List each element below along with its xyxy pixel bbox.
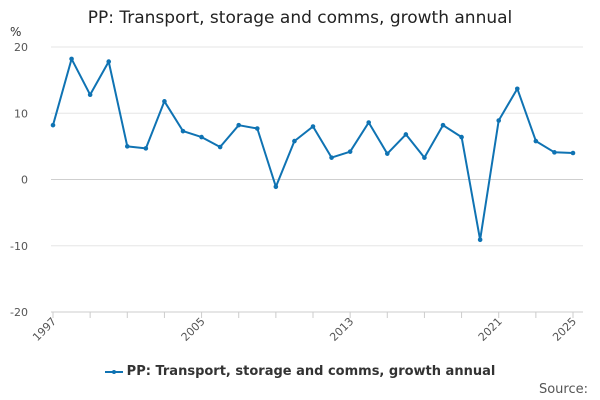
- data-point: [440, 122, 446, 128]
- data-point: [69, 56, 74, 62]
- y-tick-label: -20: [10, 306, 28, 319]
- data-point: [422, 155, 427, 160]
- data-point: [552, 150, 557, 155]
- data-point: [292, 138, 297, 144]
- y-tick-label: 0: [21, 174, 28, 187]
- y-tick-label: 10: [14, 107, 28, 120]
- x-tick-label: 2025: [550, 315, 579, 344]
- data-point: [143, 146, 149, 151]
- data-point: [347, 149, 353, 154]
- data-point: [254, 126, 260, 131]
- source-label[interactable]: Source:: [538, 382, 588, 397]
- data-point: [570, 150, 576, 156]
- x-tick-label: 2005: [179, 315, 208, 344]
- data-point: [87, 92, 93, 97]
- data-point: [514, 86, 520, 92]
- legend-swatch: [104, 369, 123, 374]
- chart-title: PP: Transport, storage and comms, growth…: [87, 8, 513, 28]
- y-axis-unit-label: %: [10, 25, 21, 39]
- data-point: [50, 122, 56, 128]
- legend-label: PP: Transport, storage and comms, growth…: [126, 364, 496, 379]
- data-point: [477, 237, 483, 243]
- y-tick-label: 20: [14, 41, 28, 54]
- chart-legend[interactable]: PP: Transport, storage and comms, growth…: [0, 364, 600, 379]
- data-point: [199, 134, 204, 140]
- data-point: [124, 144, 130, 149]
- x-tick-label: 2013: [327, 315, 356, 344]
- data-point: [496, 118, 502, 123]
- data-point: [533, 138, 539, 144]
- data-point: [384, 151, 390, 156]
- data-point: [459, 134, 464, 140]
- data-point: [217, 144, 223, 150]
- data-point: [180, 128, 186, 134]
- x-tick-label: 2021: [476, 315, 505, 344]
- data-point: [273, 184, 279, 190]
- series-line: [52, 57, 574, 241]
- data-point: [366, 120, 372, 125]
- data-point: [236, 122, 242, 128]
- data-point: [403, 132, 409, 137]
- y-tick-label: -10: [10, 240, 28, 253]
- x-tick-label: 1997: [30, 315, 59, 344]
- data-point: [310, 124, 316, 129]
- data-point: [329, 155, 334, 160]
- data-point: [106, 59, 112, 64]
- data-point: [162, 99, 167, 104]
